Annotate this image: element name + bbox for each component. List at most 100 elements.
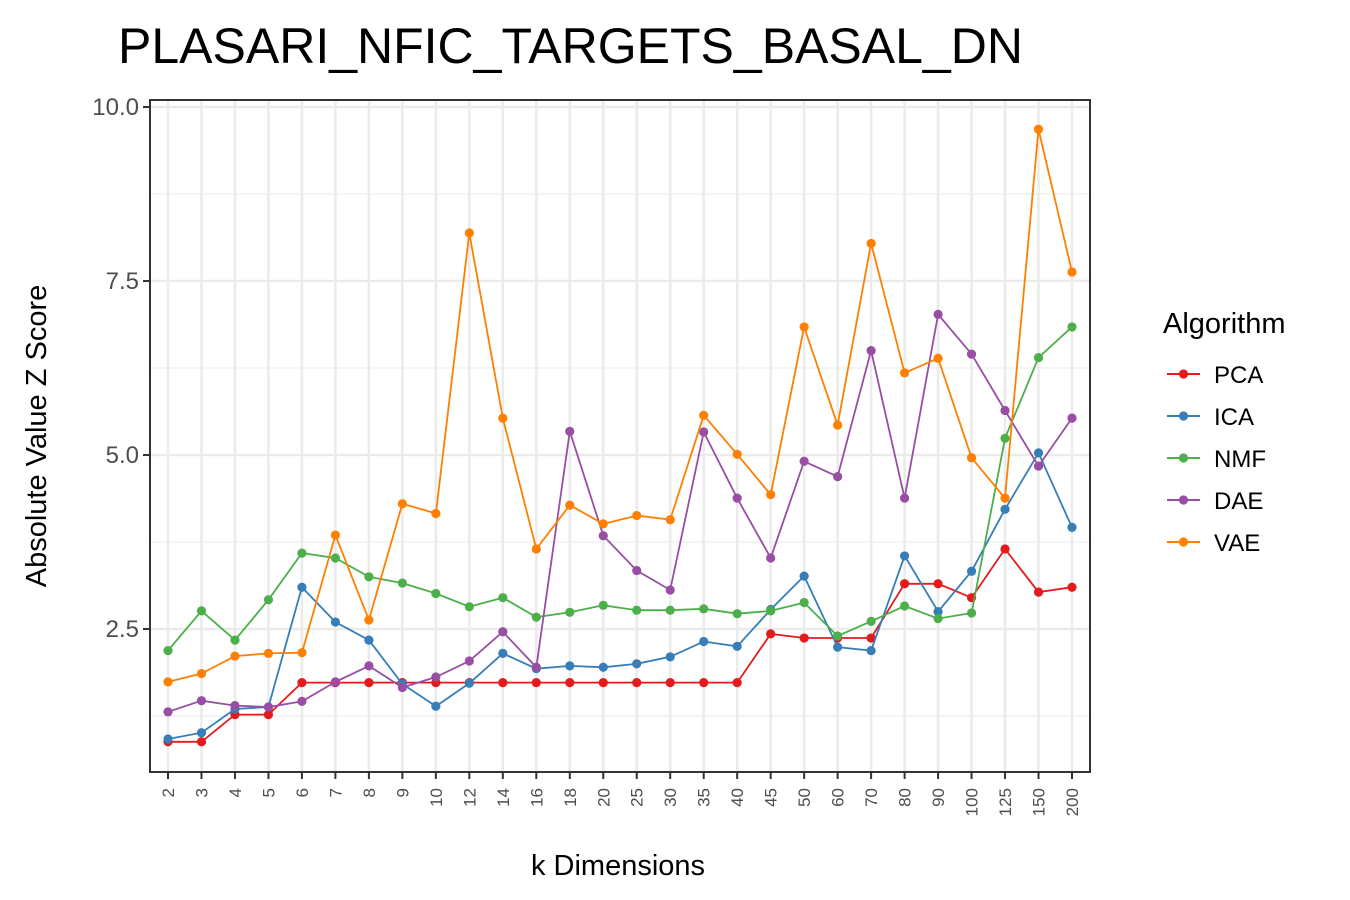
data-point [464,656,474,666]
data-point [498,648,508,658]
data-point [799,456,809,466]
x-tick-label: 20 [594,788,613,807]
data-point [766,553,776,563]
grid [150,100,1090,772]
data-point [397,682,407,693]
data-point [933,309,943,320]
data-point [498,413,508,423]
data-point [431,508,441,519]
legend-key-point [1178,453,1189,463]
data-point [766,490,776,500]
series-line [167,450,1073,740]
x-tick-label: 7 [326,788,345,797]
data-point [163,734,173,744]
data-point [732,493,742,503]
y-tick-label: 2.5 [106,616,139,643]
data-point [263,595,274,605]
x-tick-label: 6 [293,788,312,797]
legend-key-point [1178,369,1189,379]
data-point [899,551,910,561]
data-point [766,629,776,639]
data-point [699,636,709,647]
x-tick-label: 200 [1063,788,1082,816]
y-tick-label: 10.0 [92,94,139,121]
data-point [263,710,274,720]
x-axis: 2 3 4 5 6 7 8 9 10 12 14 16 18 20 25 30 35 40 45 50 60 70 80 90… [159,772,1082,816]
data-point [1067,267,1077,277]
data-point [899,601,910,611]
data-point [799,322,809,332]
y-axis-title: Absolute Value Z Score [21,285,53,588]
data-point [330,553,341,563]
data-point [899,493,910,503]
series-layer [163,124,1077,747]
x-tick-label: 16 [527,788,546,807]
series-vae [163,124,1077,687]
data-point [866,645,876,656]
data-point [230,635,240,645]
y-tick-label: 5.0 [106,442,139,469]
data-point [799,597,809,608]
data-point [565,426,575,436]
data-point [297,677,307,688]
data-point [431,588,441,599]
x-tick-label: 3 [192,788,211,797]
x-tick-label: 150 [1030,788,1049,816]
data-point [732,609,742,619]
x-tick-label: 80 [896,788,915,807]
series-dae [163,309,1077,717]
data-point [431,672,441,682]
data-point [263,702,274,712]
data-point [1033,352,1044,363]
data-point [732,449,742,459]
data-point [297,582,307,592]
x-tick-label: 70 [862,788,881,807]
x-tick-label: 10 [427,788,446,807]
legend: Algorithm PCA ICA NMF DAE VAE [1163,308,1286,557]
data-point [1067,522,1077,532]
x-tick-label: 90 [929,788,948,807]
data-point [899,368,910,378]
legend-title: Algorithm [1163,308,1286,340]
legend-item-vae: VAE [1167,530,1260,557]
x-tick-label: 14 [494,788,513,807]
x-tick-label: 60 [829,788,848,807]
data-point [966,608,977,618]
data-point [397,499,407,509]
data-point [565,500,575,510]
data-point [632,677,642,688]
x-tick-label: 12 [460,788,479,807]
x-tick-label: 2 [159,788,178,797]
data-point [498,627,508,637]
data-point [364,635,374,645]
series-line [167,312,1073,713]
data-point [297,696,307,706]
data-point [196,737,207,747]
data-point [565,607,575,617]
data-point [330,677,341,687]
data-point [163,707,173,717]
data-point [933,353,943,363]
y-tick-label: 7.5 [106,268,139,295]
x-tick-label: 35 [695,788,714,807]
data-point [732,677,742,688]
x-tick-label: 9 [393,788,412,797]
data-point [196,728,207,738]
legend-label: VAE [1214,530,1260,557]
data-point [230,651,240,661]
x-tick-label: 45 [762,788,781,807]
data-point [297,648,307,658]
data-point [632,605,642,615]
x-tick-label: 8 [360,788,379,797]
data-point [1033,448,1044,458]
data-point [699,677,709,688]
data-point [330,617,341,627]
data-point [531,612,541,622]
data-point [297,548,307,558]
data-point [632,565,642,576]
data-point [263,648,274,658]
data-point [833,420,843,430]
legend-label: PCA [1214,362,1263,389]
data-point [699,604,709,614]
